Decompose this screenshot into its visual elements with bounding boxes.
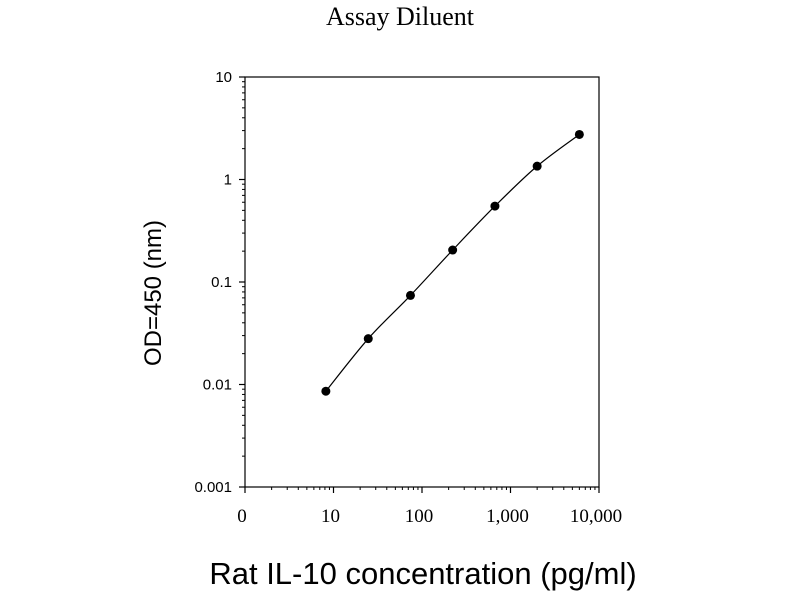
data-point bbox=[532, 161, 542, 171]
x-tick-label: 1,000 bbox=[486, 506, 529, 527]
chart-title: Assay Diluent bbox=[325, 2, 475, 31]
y-tick-label: 0.001 bbox=[194, 479, 232, 496]
data-points bbox=[321, 129, 584, 396]
data-point bbox=[321, 386, 331, 396]
y-tick-label: 0.01 bbox=[203, 377, 232, 394]
y-tick-label: 0.1 bbox=[211, 274, 232, 291]
data-point bbox=[574, 129, 584, 139]
x-tick-label: 10,000 bbox=[570, 506, 622, 527]
x-tick-label: 100 bbox=[405, 506, 434, 527]
x-tick-label: 10 bbox=[321, 506, 340, 527]
x-axis-label: Rat IL-10 concentration (pg/ml) bbox=[209, 556, 637, 591]
x-tick-label: 0 bbox=[237, 506, 247, 527]
data-point bbox=[405, 290, 415, 300]
y-tick-label: 1 bbox=[224, 172, 232, 189]
data-point bbox=[363, 334, 373, 344]
series-line bbox=[325, 133, 580, 392]
data-point bbox=[490, 201, 500, 211]
y-tick-label: 10 bbox=[215, 69, 232, 86]
data-point bbox=[448, 245, 458, 255]
plot-frame bbox=[244, 76, 600, 488]
y-axis-label: OD=450 (nm) bbox=[140, 219, 167, 367]
